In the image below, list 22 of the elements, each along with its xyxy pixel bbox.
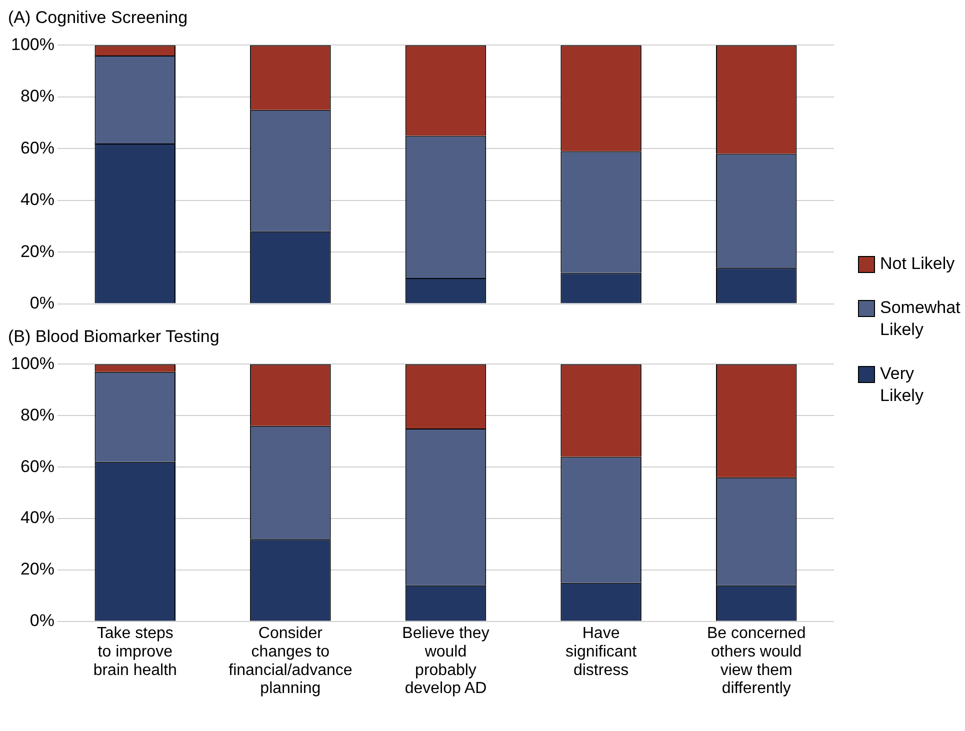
y-tick-label: 20% [20,560,54,579]
x-tick-label: Believe they would probably develop AD [402,625,490,698]
legend-label: Somewhat Likely [880,297,962,341]
x-tick-label: Be concerned others would view them differently [706,625,806,698]
y-tick-label: 100% [10,34,54,54]
y-tick-label: 80% [20,86,54,106]
y-tick-label: 60% [20,138,54,158]
chart-title: (A) Cognitive Screening [8,8,189,28]
y-tick-label: 40% [20,508,54,528]
y-tick-label: 60% [20,456,54,476]
y-tick-label: 100% [10,354,54,373]
legend-label: Not Likely [880,253,956,275]
y-tick-label: 80% [20,405,54,424]
x-tick-label: Take steps to improve brain health [93,625,177,679]
y-tick-label: 20% [20,242,54,261]
y-tick-label: 0% [30,293,54,312]
x-tick-label: Consider changes to financial/advance planning [228,625,352,698]
y-tick-label: 0% [30,611,54,630]
x-tick-label: Have significant distress [565,625,638,679]
legend-label: Very Likely [880,363,924,407]
y-tick-label: 40% [20,190,54,210]
chart-title: (B) Blood Biomarker Testing [8,327,220,346]
